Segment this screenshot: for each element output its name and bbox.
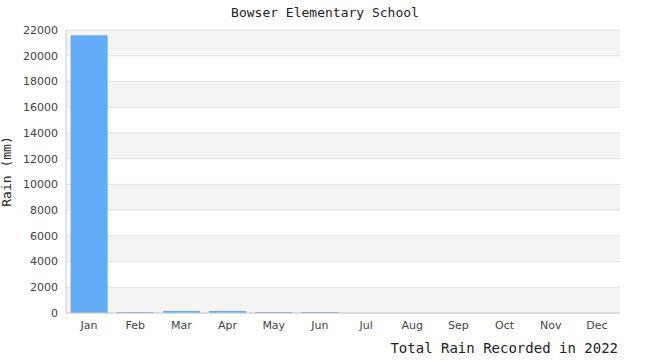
svg-text:Sep: Sep — [448, 319, 469, 332]
svg-text:Jun: Jun — [310, 319, 328, 332]
svg-text:22000: 22000 — [23, 24, 58, 37]
svg-text:0: 0 — [51, 307, 58, 320]
svg-text:Jan: Jan — [80, 319, 98, 332]
svg-text:18000: 18000 — [23, 75, 58, 88]
svg-text:10000: 10000 — [23, 178, 58, 191]
svg-text:20000: 20000 — [23, 50, 58, 63]
svg-text:Mar: Mar — [171, 319, 192, 332]
svg-text:6000: 6000 — [30, 230, 58, 243]
svg-text:14000: 14000 — [23, 127, 58, 140]
svg-text:16000: 16000 — [23, 101, 58, 114]
svg-text:4000: 4000 — [30, 255, 58, 268]
svg-text:Dec: Dec — [586, 319, 607, 332]
svg-text:Apr: Apr — [218, 319, 238, 332]
svg-text:Feb: Feb — [126, 319, 145, 332]
svg-text:Aug: Aug — [402, 319, 423, 332]
svg-text:Jul: Jul — [358, 319, 372, 332]
svg-text:2000: 2000 — [30, 281, 58, 294]
svg-text:Rain (mm): Rain (mm) — [8, 136, 14, 206]
svg-text:Nov: Nov — [540, 319, 562, 332]
svg-text:May: May — [262, 319, 285, 332]
html-text:Bowser Elementary School: Bowser Elementary School — [231, 5, 419, 20]
svg-text:Total Rain Recorded in 2022: Total Rain Recorded in 2022 — [390, 340, 618, 356]
svg-text:8000: 8000 — [30, 204, 58, 217]
svg-text:12000: 12000 — [23, 153, 58, 166]
svg-text:Oct: Oct — [495, 319, 515, 332]
